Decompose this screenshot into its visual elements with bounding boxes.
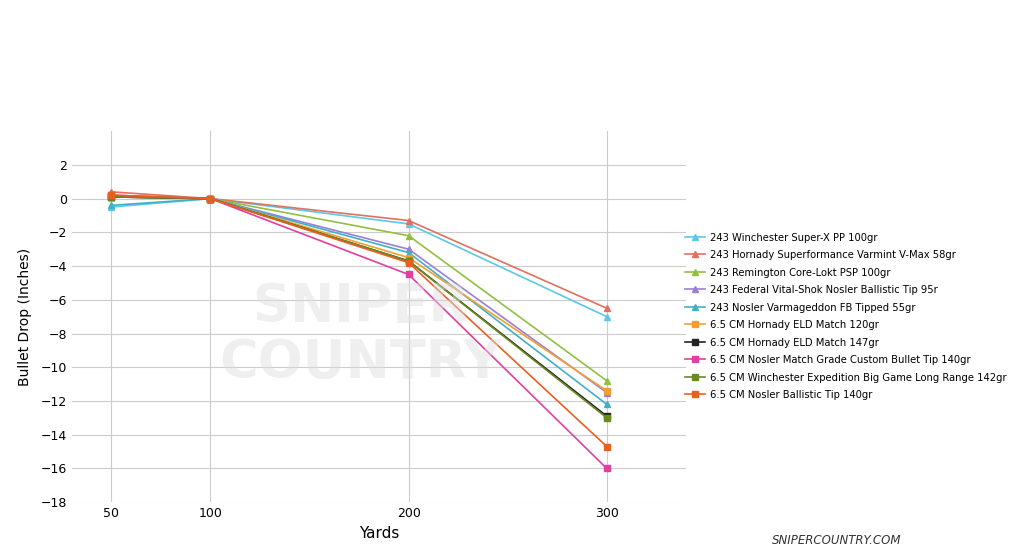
Line: 6.5 CM Hornady ELD Match 120gr: 6.5 CM Hornady ELD Match 120gr xyxy=(108,192,610,395)
243 Nosler Varmageddon FB Tipped 55gr xyxy=(402,249,415,256)
Line: 6.5 CM Hornady ELD Match 147gr: 6.5 CM Hornady ELD Match 147gr xyxy=(108,194,610,420)
243 Nosler Varmageddon FB Tipped 55gr xyxy=(601,401,613,408)
6.5 CM Winchester Expedition Big Game Long Range 142gr xyxy=(105,194,118,200)
243 Hornady Superformance Varmint V-Max 58gr xyxy=(204,195,216,202)
6.5 CM Nosler Match Grade Custom Bullet Tip 140gr xyxy=(105,192,118,199)
243 Remington Core-Lokt PSP 100gr xyxy=(402,232,415,239)
6.5 CM Nosler Ballistic Tip 140gr xyxy=(601,443,613,450)
243 Remington Core-Lokt PSP 100gr xyxy=(204,195,216,202)
243 Nosler Varmageddon FB Tipped 55gr xyxy=(204,195,216,202)
Line: 243 Nosler Varmageddon FB Tipped 55gr: 243 Nosler Varmageddon FB Tipped 55gr xyxy=(108,195,610,408)
Line: 243 Remington Core-Lokt PSP 100gr: 243 Remington Core-Lokt PSP 100gr xyxy=(108,194,610,384)
X-axis label: Yards: Yards xyxy=(358,526,399,541)
Line: 243 Hornady Superformance Varmint V-Max 58gr: 243 Hornady Superformance Varmint V-Max … xyxy=(108,189,610,312)
Legend: 243 Winchester Super-X PP 100gr, 243 Hornady Superformance Varmint V-Max 58gr, 2: 243 Winchester Super-X PP 100gr, 243 Hor… xyxy=(685,233,1007,401)
Line: 6.5 CM Nosler Ballistic Tip 140gr: 6.5 CM Nosler Ballistic Tip 140gr xyxy=(108,192,610,450)
6.5 CM Winchester Expedition Big Game Long Range 142gr xyxy=(204,195,216,202)
243 Winchester Super-X PP 100gr xyxy=(601,313,613,320)
6.5 CM Hornady ELD Match 120gr xyxy=(601,387,613,394)
6.5 CM Nosler Match Grade Custom Bullet Tip 140gr xyxy=(204,195,216,202)
243 Remington Core-Lokt PSP 100gr xyxy=(105,194,118,200)
6.5 CM Nosler Match Grade Custom Bullet Tip 140gr xyxy=(601,465,613,472)
243 Winchester Super-X PP 100gr xyxy=(204,195,216,202)
Line: 243 Winchester Super-X PP 100gr: 243 Winchester Super-X PP 100gr xyxy=(108,195,610,320)
243 Winchester Super-X PP 100gr xyxy=(105,204,118,210)
6.5 CM Hornady ELD Match 147gr xyxy=(204,195,216,202)
Line: 6.5 CM Winchester Expedition Big Game Long Range 142gr: 6.5 CM Winchester Expedition Big Game Lo… xyxy=(108,194,610,421)
Text: SNIPERCOUNTRY.COM: SNIPERCOUNTRY.COM xyxy=(772,534,901,547)
6.5 CM Hornady ELD Match 147gr xyxy=(601,413,613,420)
243 Federal Vital-Shok Nosler Ballistic Tip 95r xyxy=(105,194,118,200)
Y-axis label: Bullet Drop (Inches): Bullet Drop (Inches) xyxy=(18,248,32,386)
Text: SHORT RANGE TRAJECTORY: SHORT RANGE TRAJECTORY xyxy=(127,24,897,72)
243 Federal Vital-Shok Nosler Ballistic Tip 95r xyxy=(204,195,216,202)
243 Federal Vital-Shok Nosler Ballistic Tip 95r xyxy=(601,389,613,396)
6.5 CM Nosler Ballistic Tip 140gr xyxy=(402,259,415,266)
243 Winchester Super-X PP 100gr xyxy=(402,220,415,227)
243 Federal Vital-Shok Nosler Ballistic Tip 95r xyxy=(402,246,415,253)
Line: 243 Federal Vital-Shok Nosler Ballistic Tip 95r: 243 Federal Vital-Shok Nosler Ballistic … xyxy=(108,194,610,396)
6.5 CM Hornady ELD Match 120gr xyxy=(105,192,118,199)
6.5 CM Hornady ELD Match 120gr xyxy=(402,254,415,261)
6.5 CM Nosler Ballistic Tip 140gr xyxy=(105,192,118,199)
Text: SNIPER
COUNTRY: SNIPER COUNTRY xyxy=(219,281,502,389)
243 Hornady Superformance Varmint V-Max 58gr xyxy=(105,189,118,195)
243 Hornady Superformance Varmint V-Max 58gr xyxy=(601,305,613,311)
243 Hornady Superformance Varmint V-Max 58gr xyxy=(402,217,415,224)
6.5 CM Hornady ELD Match 147gr xyxy=(402,258,415,264)
6.5 CM Hornady ELD Match 120gr xyxy=(204,195,216,202)
243 Remington Core-Lokt PSP 100gr xyxy=(601,377,613,384)
6.5 CM Winchester Expedition Big Game Long Range 142gr xyxy=(601,415,613,421)
6.5 CM Winchester Expedition Big Game Long Range 142gr xyxy=(402,258,415,264)
6.5 CM Nosler Match Grade Custom Bullet Tip 140gr xyxy=(402,271,415,278)
6.5 CM Nosler Ballistic Tip 140gr xyxy=(204,195,216,202)
6.5 CM Hornady ELD Match 147gr xyxy=(105,194,118,200)
Line: 6.5 CM Nosler Match Grade Custom Bullet Tip 140gr: 6.5 CM Nosler Match Grade Custom Bullet … xyxy=(108,192,610,472)
243 Nosler Varmageddon FB Tipped 55gr xyxy=(105,202,118,209)
